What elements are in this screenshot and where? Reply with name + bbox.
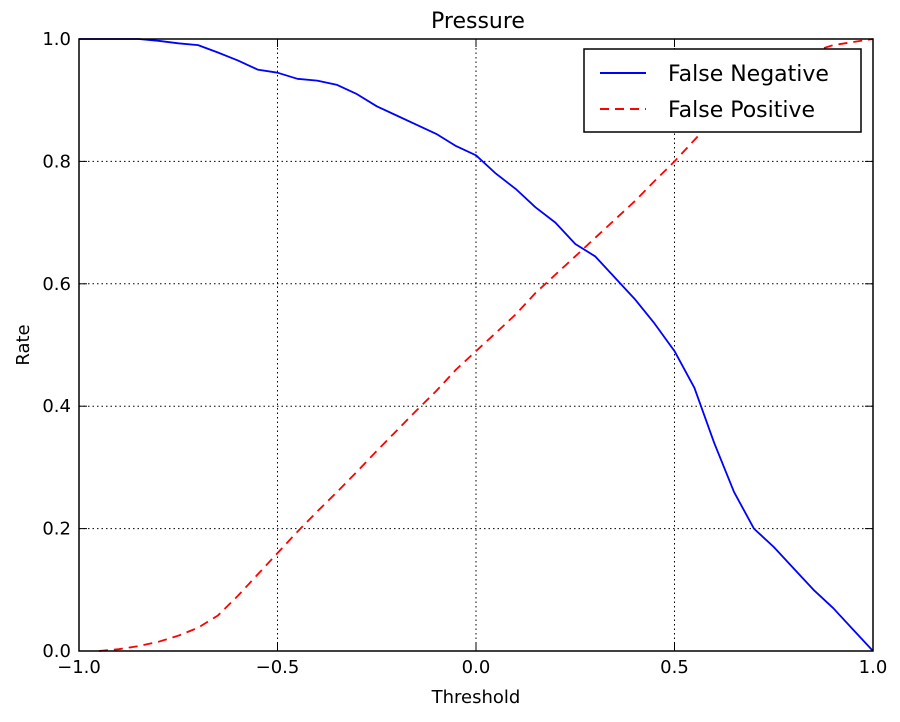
x-tick-label: 1.0 [859,657,888,678]
y-tick-label: 0.2 [42,519,71,540]
x-tick-label: 0.5 [660,657,689,678]
legend-box [583,48,862,133]
x-tick-label: −0.5 [256,657,300,678]
y-tick-label: 1.0 [42,29,71,50]
legend: False Negative False Positive [583,48,862,133]
ticks [78,38,874,652]
x-axis-label: Threshold [431,687,521,708]
chart-title: Pressure [431,9,525,34]
tick-labels: −1.0 −0.5 0.0 0.5 1.0 0.0 0.2 0.4 0.6 0.8 1.0 [42,29,887,678]
legend-label-false-negative: False Negative [668,62,829,87]
y-tick-label: 0.6 [42,274,71,295]
x-tick-label: −1.0 [57,657,101,678]
legend-label-false-positive: False Positive [668,98,815,123]
series-line-false-negative [79,38,874,652]
y-tick-label: 0.4 [42,396,71,417]
y-axis-label: Rate [13,324,34,365]
x-tick-label: 0.0 [462,657,491,678]
grid [79,39,873,651]
y-tick-label: 0.0 [42,641,71,662]
y-tick-label: 0.8 [42,151,71,172]
